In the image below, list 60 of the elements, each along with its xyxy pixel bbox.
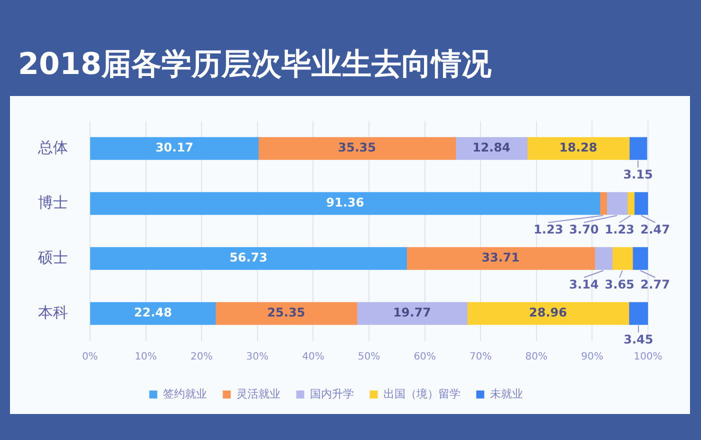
data-label: 35.35 <box>338 140 376 155</box>
chart-title: 2018届各学历层次毕业生去向情况 <box>18 46 492 84</box>
x-tick-label: 100% <box>634 352 662 363</box>
data-label: 25.35 <box>267 306 306 320</box>
legend-label: 灵活就业 <box>236 387 280 400</box>
x-tick-label: 0% <box>82 352 98 363</box>
data-label: 18.28 <box>559 140 598 155</box>
bar <box>626 192 634 215</box>
legend-label: 出国（境）留学 <box>383 387 460 400</box>
y-tick-label: 总体 <box>37 138 68 156</box>
data-label: 56.73 <box>230 250 268 265</box>
bar <box>466 302 630 325</box>
x-tick-label: 10% <box>134 352 157 363</box>
data-label: 22.48 <box>134 306 172 320</box>
legend-label: 未就业 <box>490 387 523 400</box>
bar <box>632 247 648 270</box>
bar <box>628 302 648 325</box>
bar <box>406 247 595 270</box>
x-tick-label: 90% <box>581 352 604 363</box>
data-label: 3.65 <box>604 278 634 292</box>
x-tick-label: 80% <box>525 352 548 363</box>
bar <box>606 192 628 215</box>
bar <box>90 247 407 270</box>
bar <box>215 302 358 325</box>
x-tick-label: 70% <box>469 352 492 363</box>
bar <box>90 302 216 325</box>
x-tick-label: 40% <box>302 352 324 363</box>
data-label: 1.23 <box>534 222 564 237</box>
data-label: 3.70 <box>569 222 599 237</box>
data-label: 28.96 <box>529 306 567 320</box>
bar <box>612 247 633 270</box>
bar <box>594 247 613 270</box>
x-tick-label: 20% <box>190 352 213 363</box>
data-label: 30.17 <box>155 140 194 155</box>
data-label: 19.77 <box>393 306 432 320</box>
legend-label: 国内升学 <box>310 387 354 400</box>
bar <box>634 192 648 215</box>
x-tick-label: 30% <box>246 352 269 363</box>
y-tick-label: 本科 <box>38 303 68 322</box>
bar <box>628 137 648 160</box>
bar <box>90 137 259 160</box>
data-label: 3.14 <box>569 278 599 292</box>
data-label: 2.77 <box>640 278 670 292</box>
data-label: 3.15 <box>623 168 653 182</box>
bar <box>90 192 600 215</box>
x-tick-label: 50% <box>358 352 380 363</box>
data-label: 1.23 <box>604 222 634 237</box>
data-label: 12.84 <box>472 140 510 155</box>
data-label: 2.47 <box>640 222 670 237</box>
legend-label: 签约就业 <box>162 387 207 400</box>
x-tick-label: 60% <box>414 352 436 363</box>
bar <box>526 137 630 160</box>
data-label: 33.71 <box>482 250 520 265</box>
y-tick-label: 硕士 <box>37 248 68 266</box>
data-label: 3.45 <box>624 332 654 347</box>
bar <box>258 137 456 160</box>
data-label: 91.36 <box>326 196 364 210</box>
y-tick-label: 博士 <box>38 193 68 212</box>
bar <box>356 302 468 325</box>
bar <box>599 192 607 215</box>
